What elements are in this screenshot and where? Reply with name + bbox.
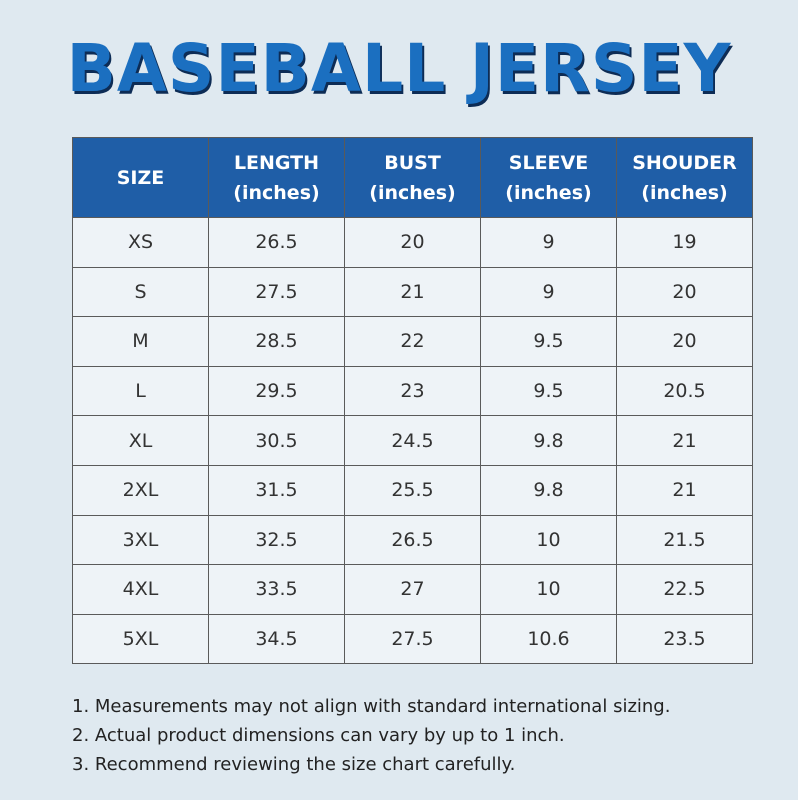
column-header: SLEEVE (inches) — [480, 137, 617, 218]
value-cell: 23.5 — [616, 613, 753, 665]
value-cell: 9.8 — [480, 415, 617, 466]
column-label: SLEEVE — [508, 151, 589, 174]
title: BASEBALL JERSEY — [66, 30, 732, 107]
header-row: SIZE LENGTH (inches) BUST (inches) SLEEVE (inc… — [72, 137, 753, 218]
size-cell: S — [72, 266, 209, 318]
value-cell: 21 — [616, 415, 753, 466]
value-cell: 32.5 — [208, 514, 345, 566]
value-cell: 27 — [344, 564, 481, 615]
value-cell: 25.5 — [344, 464, 481, 516]
size-cell: 5XL — [72, 613, 209, 665]
value-cell: 34.5 — [208, 613, 345, 665]
table-row: 5XL 34.5 27.5 10.6 23.5 — [72, 613, 753, 665]
value-cell: 24.5 — [344, 415, 481, 466]
column-unit: (inches) — [233, 181, 320, 204]
size-cell: XS — [72, 217, 209, 268]
value-cell: 9 — [480, 217, 617, 268]
column-unit: (inches) — [369, 181, 456, 204]
value-cell: 27.5 — [344, 613, 481, 665]
column-label: BUST — [384, 151, 441, 174]
table-row: S 27.5 21 9 20 — [72, 266, 753, 318]
value-cell: 9 — [480, 266, 617, 318]
value-cell: 29.5 — [208, 365, 345, 417]
value-cell: 22.5 — [616, 564, 753, 615]
table-row: XL 30.5 24.5 9.8 21 — [72, 415, 753, 466]
value-cell: 19 — [616, 217, 753, 268]
size-cell: 4XL — [72, 564, 209, 615]
table-row: M 28.5 22 9.5 20 — [72, 316, 753, 367]
value-cell: 22 — [344, 316, 481, 367]
value-cell: 27.5 — [208, 266, 345, 318]
value-cell: 20.5 — [616, 365, 753, 417]
value-cell: 26.5 — [208, 217, 345, 268]
value-cell: 26.5 — [344, 514, 481, 566]
size-cell: L — [72, 365, 209, 417]
column-label: SHOUDER — [632, 151, 737, 174]
value-cell: 20 — [616, 316, 753, 367]
size-cell: 3XL — [72, 514, 209, 566]
table-row: L 29.5 23 9.5 20.5 — [72, 365, 753, 417]
value-cell: 10.6 — [480, 613, 617, 665]
value-cell: 33.5 — [208, 564, 345, 615]
note: 3. Recommend reviewing the size chart ca… — [72, 754, 516, 775]
table-row: 4XL 33.5 27 10 22.5 — [72, 564, 753, 615]
column-header: BUST (inches) — [344, 137, 481, 218]
column-label: SIZE — [116, 166, 165, 189]
value-cell: 10 — [480, 564, 617, 615]
value-cell: 21 — [344, 266, 481, 318]
value-cell: 10 — [480, 514, 617, 566]
value-cell: 20 — [616, 266, 753, 318]
size-cell: 2XL — [72, 464, 209, 516]
value-cell: 9.5 — [480, 365, 617, 417]
table-body: XS 26.5 20 9 19 S 27.5 21 9 20 M 28.5 22 9.5 20 L 29.5 23… — [72, 217, 753, 665]
value-cell: 28.5 — [208, 316, 345, 367]
column-header: LENGTH (inches) — [208, 137, 345, 218]
value-cell: 9.5 — [480, 316, 617, 367]
column-header: SIZE — [72, 137, 209, 218]
column-header: SHOUDER (inches) — [616, 137, 753, 218]
value-cell: 9.8 — [480, 464, 617, 516]
size-table: SIZE LENGTH (inches) BUST (inches) SLEEVE (inc… — [72, 137, 753, 665]
notes: 1. Measurements may not align with stand… — [72, 692, 670, 779]
column-unit: (inches) — [505, 181, 592, 204]
column-label: LENGTH — [233, 151, 320, 174]
table-row: 2XL 31.5 25.5 9.8 21 — [72, 464, 753, 516]
value-cell: 23 — [344, 365, 481, 417]
value-cell: 20 — [344, 217, 481, 268]
table-row: 3XL 32.5 26.5 10 21.5 — [72, 514, 753, 566]
note: 2. Actual product dimensions can vary by… — [72, 725, 565, 746]
column-unit: (inches) — [641, 181, 728, 204]
size-cell: M — [72, 316, 209, 367]
value-cell: 21.5 — [616, 514, 753, 566]
value-cell: 21 — [616, 464, 753, 516]
table-row: XS 26.5 20 9 19 — [72, 217, 753, 268]
value-cell: 30.5 — [208, 415, 345, 466]
size-cell: XL — [72, 415, 209, 466]
value-cell: 31.5 — [208, 464, 345, 516]
note: 1. Measurements may not align with stand… — [72, 696, 671, 717]
